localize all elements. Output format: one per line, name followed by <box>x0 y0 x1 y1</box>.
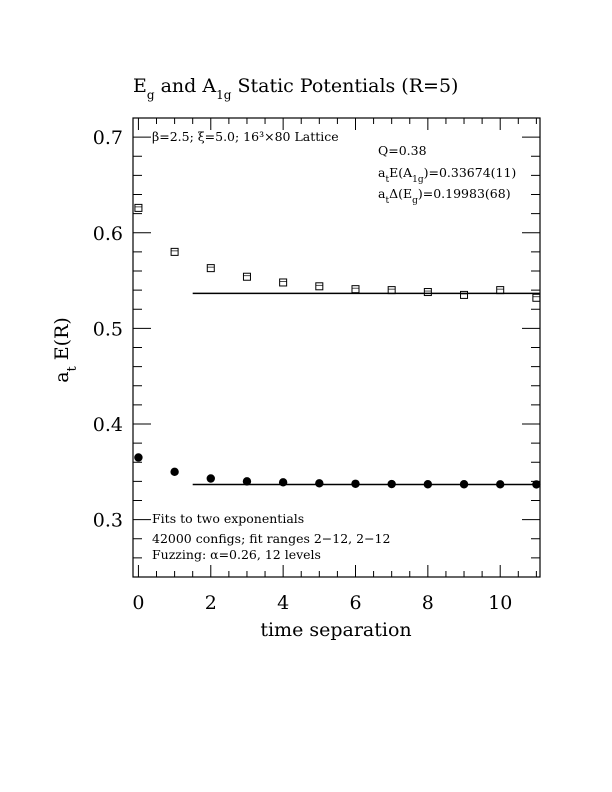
a1g-data-point <box>496 480 505 489</box>
fits-annotation: Fits to two exponentials <box>152 511 304 526</box>
x-tick-label: 4 <box>277 592 289 614</box>
eg-data-point <box>242 272 251 281</box>
x-tick-label: 6 <box>349 592 361 614</box>
x-tick-label: 8 <box>422 592 434 614</box>
y-tick-label: 0.6 <box>93 223 123 245</box>
axis-tick-labels: 0 2 4 6 8 10 0.3 0.4 0.5 0.6 0.7 <box>93 127 513 614</box>
eg-data-point <box>206 264 215 273</box>
x-tick-label: 10 <box>488 592 512 614</box>
a1g-data-point <box>134 453 143 462</box>
a1g-data-point <box>532 480 541 489</box>
a1g-energy-annotation: atE(A1g)=0.33674(11) <box>378 165 516 185</box>
y-tick-label: 0.3 <box>93 510 123 532</box>
eg-data-point <box>351 285 360 294</box>
a1g-data-point <box>423 480 433 489</box>
x-tick-label: 0 <box>132 592 144 614</box>
axis-ticks <box>133 117 540 578</box>
eg-data-point <box>496 286 505 295</box>
y-tick-label: 0.7 <box>93 127 123 149</box>
fuzzing-annotation: Fuzzing: α=0.26, 12 levels <box>152 547 321 562</box>
eg-data-point <box>387 286 396 295</box>
x-tick-label: 2 <box>205 592 217 614</box>
a1g-data-point <box>315 479 324 488</box>
y-tick-label: 0.5 <box>93 318 123 340</box>
a1g-data-point <box>206 474 215 483</box>
eg-data-point <box>315 282 324 291</box>
x-axis-label: time separation <box>260 619 411 641</box>
a1g-data-point <box>170 467 179 477</box>
eg-data-point <box>134 203 143 212</box>
configs-annotation: 42000 configs; fit ranges 2−12, 2−12 <box>152 531 390 546</box>
a1g-data-point <box>459 480 469 489</box>
a1g-data-point <box>278 478 288 487</box>
eg-data-point <box>532 293 541 302</box>
y-tick-label: 0.4 <box>93 414 123 436</box>
a1g-data-point <box>351 479 360 488</box>
eg-data-point <box>170 247 179 256</box>
q-annotation: Q=0.38 <box>378 143 427 158</box>
eg-gap-annotation: atΔ(Eg)=0.19983(68) <box>378 186 511 206</box>
lattice-annotation: β=2.5; ξ=5.0; 16³×80 Lattice <box>152 129 339 144</box>
y-axis-label: at E(R) <box>51 317 80 383</box>
data-points <box>134 203 541 489</box>
a1g-data-point <box>387 479 396 489</box>
a1g-data-point <box>242 477 252 486</box>
eg-data-point <box>460 290 469 299</box>
fit-lines <box>192 292 540 486</box>
eg-data-point <box>279 278 288 287</box>
chart-title: Eg and A1g Static Potentials (R=5) <box>133 75 458 102</box>
eg-data-point <box>423 288 432 297</box>
